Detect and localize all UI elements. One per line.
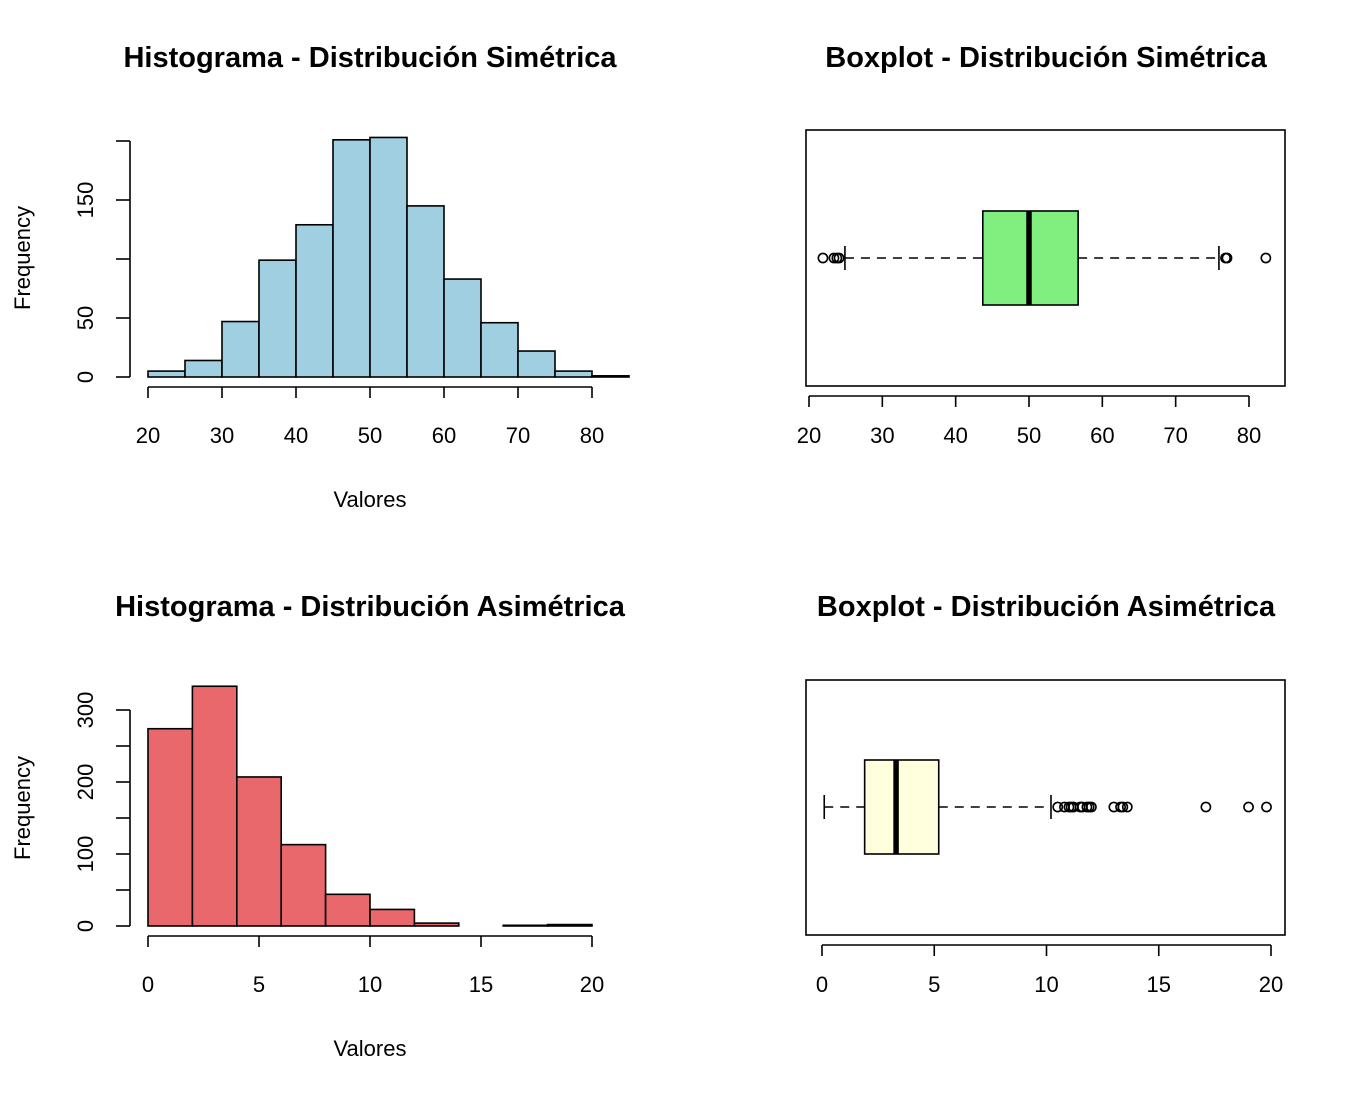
chart-panel-4: Boxplot - Distribución Asimétrica 0 5 10 15 2… [805, 591, 1286, 997]
outlier-point [1221, 252, 1233, 264]
y-tick-label: 50 [73, 306, 98, 330]
histogram-bar [443, 278, 482, 378]
histogram-bar [147, 370, 186, 378]
x-tick-label: 80 [580, 423, 604, 448]
x-tick-label: 40 [284, 423, 308, 448]
x-axis-label: Valores [334, 487, 407, 512]
y-tick-label: 0 [73, 920, 98, 932]
plot-frame [805, 679, 1286, 936]
x-tick-label: 70 [1163, 423, 1187, 448]
x-tick-label: 30 [210, 423, 234, 448]
x-tick-label: 60 [432, 423, 456, 448]
x-tick-label: 20 [136, 423, 160, 448]
outlier-point [1086, 801, 1097, 813]
histogram-bar [369, 908, 416, 927]
x-tick-label: 5 [253, 972, 265, 997]
outlier-point [1200, 801, 1212, 813]
histogram-bar [236, 776, 283, 927]
histogram-bar [369, 136, 408, 378]
histogram-bar [280, 843, 327, 927]
y-tick-label: 300 [73, 692, 98, 729]
x-tick-label: 5 [928, 972, 940, 997]
outlier-point [1243, 801, 1254, 813]
histogram-bar [324, 893, 371, 927]
y-tick-label: 200 [73, 764, 98, 801]
outlier-point [828, 252, 840, 264]
x-tick-label: 20 [580, 972, 604, 997]
outlier-point [1117, 801, 1129, 813]
histogram-bar [554, 370, 593, 378]
x-tick-label: 60 [1090, 423, 1114, 448]
histogram-bar [406, 205, 445, 378]
histogram-bar [413, 922, 460, 927]
x-tick-label: 10 [358, 972, 382, 997]
x-tick-label: 50 [1017, 423, 1041, 448]
chart-title: Boxplot - Distribución Simétrica [825, 42, 1267, 74]
x-tick-label: 20 [797, 423, 821, 448]
x-tick-label: 15 [1147, 972, 1171, 997]
histogram-bar [258, 259, 297, 378]
histogram-bar [546, 923, 593, 927]
histogram-bar [221, 320, 260, 378]
x-tick-label: 50 [358, 423, 382, 448]
outlier-point [1052, 801, 1064, 813]
outlier-point [833, 252, 845, 264]
histogram-bar [502, 924, 549, 927]
y-axis-label: Frequency [10, 206, 35, 310]
x-tick-label: 20 [1259, 972, 1283, 997]
chart-title: Boxplot - Distribución Asimétrica [817, 591, 1276, 623]
histogram-bar [480, 321, 519, 378]
histogram-bar [295, 223, 334, 378]
histogram-bar [517, 350, 556, 378]
x-tick-label: 0 [142, 972, 154, 997]
x-tick-label: 0 [816, 972, 828, 997]
outlier-point [817, 252, 829, 264]
histogram-bar [147, 727, 194, 927]
chart-title: Histograma - Distribución Asimétrica [115, 591, 626, 623]
x-axis-label: Valores [334, 1036, 407, 1061]
chart-panel-3: Histograma - Distribución Asimétrica 0 5 10… [10, 591, 626, 1061]
histogram-bar [591, 375, 630, 378]
y-tick-label: 0 [73, 371, 98, 383]
histogram-bar [332, 139, 371, 378]
x-tick-label: 80 [1237, 423, 1261, 448]
chart-panel-2: Boxplot - Distribución Simétrica 20 30 40 50… [797, 42, 1286, 448]
y-tick-label: 100 [73, 836, 98, 873]
x-tick-label: 40 [943, 423, 967, 448]
y-tick-label: 150 [73, 182, 98, 219]
chart-title: Histograma - Distribución Simétrica [123, 42, 617, 74]
histogram-bar [191, 685, 238, 927]
outlier-point [1260, 252, 1272, 264]
x-tick-label: 15 [469, 972, 493, 997]
plot-frame [805, 129, 1286, 387]
x-tick-label: 70 [506, 423, 530, 448]
histogram-bar [184, 359, 223, 378]
outlier-point [1261, 801, 1272, 813]
chart-panel-1: Histograma - Distribución Simétrica 20 30 4… [10, 42, 630, 512]
iqr-box [863, 759, 940, 855]
outlier-point [1121, 801, 1133, 813]
y-axis-label: Frequency [10, 756, 35, 860]
x-tick-label: 10 [1034, 972, 1058, 997]
x-tick-label: 30 [870, 423, 894, 448]
